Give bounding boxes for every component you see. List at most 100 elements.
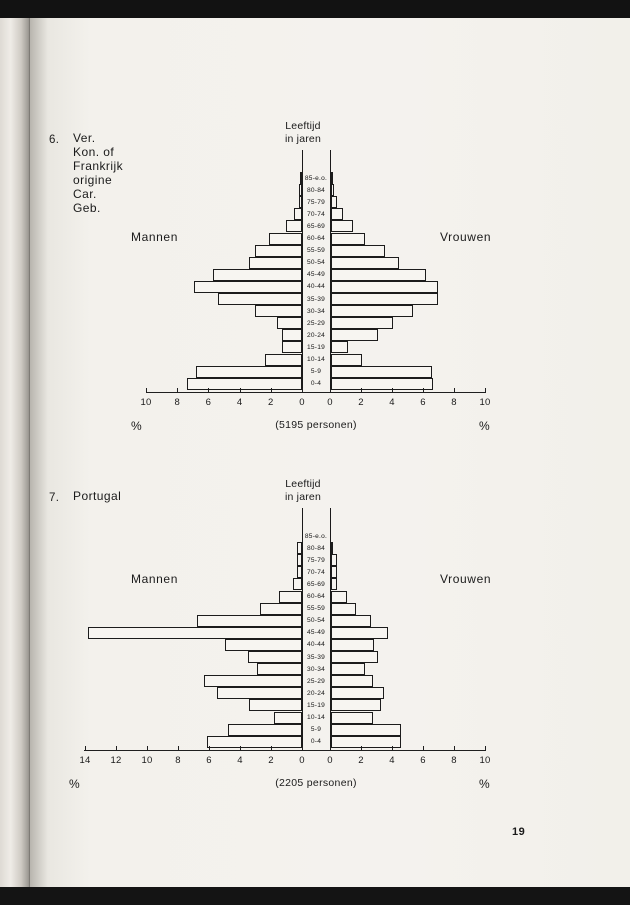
x-tick-label: 2 [268, 397, 274, 408]
figure-6-axis-header-line2: in jaren [284, 133, 322, 145]
x-tick-label: 0 [327, 397, 333, 408]
x-tick-label: 4 [237, 755, 243, 766]
age-group-label: 20-24 [306, 689, 326, 697]
bar-mannen [281, 341, 302, 354]
bar-mannen [217, 293, 302, 306]
x-tick [330, 746, 331, 751]
bar-mannen [257, 663, 302, 676]
age-group-label: 30-34 [306, 665, 326, 673]
age-group-label: 45-49 [306, 271, 326, 279]
age-group-label: 10-14 [306, 714, 326, 722]
x-tick [485, 746, 486, 751]
bar-mannen [297, 542, 302, 555]
bar-vrouwen [331, 638, 375, 651]
x-tick-label: 8 [451, 755, 457, 766]
bar-mannen [260, 602, 302, 615]
age-group-label: 15-19 [306, 701, 326, 709]
x-tick [454, 388, 455, 393]
bar-vrouwen [331, 735, 401, 748]
age-group-label: 25-29 [306, 319, 326, 327]
x-tick [116, 746, 117, 751]
x-tick-label: 0 [327, 755, 333, 766]
x-tick [361, 388, 362, 393]
figure-7-unit-right: % [479, 777, 490, 791]
bar-mannen [292, 578, 302, 591]
bar-vrouwen [331, 280, 438, 293]
bar-mannen [194, 280, 302, 293]
figure-6-axis-header-line1: Leeftijd [285, 120, 321, 132]
bar-vrouwen [331, 329, 378, 342]
bar-vrouwen [331, 602, 356, 615]
x-tick-label: 2 [268, 755, 274, 766]
bar-vrouwen [331, 172, 333, 185]
x-tick-label: 2 [358, 755, 364, 766]
bar-vrouwen [331, 317, 393, 330]
x-tick-label: 4 [389, 755, 395, 766]
x-tick [178, 746, 179, 751]
age-group-label: 50-54 [306, 259, 326, 267]
age-group-label: 35-39 [306, 653, 326, 661]
bar-vrouwen [331, 353, 362, 366]
bar-mannen [255, 305, 302, 318]
x-tick [302, 388, 303, 393]
x-tick [361, 746, 362, 751]
figure-6-unit-right: % [479, 419, 490, 433]
bar-vrouwen [331, 554, 338, 567]
bar-vrouwen [331, 578, 338, 591]
bar-mannen [216, 687, 302, 700]
bar-mannen [286, 220, 302, 233]
x-tick [423, 746, 424, 751]
figure-6-x-axis [146, 392, 485, 393]
bar-mannen [300, 172, 303, 185]
x-tick [330, 388, 331, 393]
scan-bottom-shadow [0, 887, 630, 905]
bar-vrouwen [331, 365, 432, 378]
bar-vrouwen [331, 305, 414, 318]
bar-vrouwen [331, 256, 400, 269]
figure-6-number: 6. [49, 134, 60, 146]
bar-mannen [269, 232, 302, 245]
x-tick-label: 6 [420, 755, 426, 766]
bar-mannen [277, 317, 302, 330]
bar-mannen [278, 590, 302, 603]
book-page-edge [0, 18, 30, 887]
x-tick [423, 388, 424, 393]
bar-mannen [297, 554, 302, 567]
age-group-label: 60-64 [306, 235, 326, 243]
bar-mannen [248, 256, 302, 269]
figure-7-label-vrouwen: Vrouwen [440, 572, 492, 586]
bar-mannen [294, 208, 302, 221]
age-group-label: 5-9 [310, 726, 322, 734]
bar-vrouwen [331, 663, 366, 676]
bar-mannen [186, 377, 302, 390]
bar-vrouwen [331, 196, 338, 209]
bar-mannen [281, 329, 302, 342]
age-group-label: 55-59 [306, 605, 326, 613]
x-tick-label: 6 [420, 397, 426, 408]
figure-6-title: Ver. Kon. of Frankrijk origine Car. Geb. [73, 131, 124, 215]
figure-7-axis-header-line2: in jaren [284, 491, 322, 503]
x-tick-label: 6 [205, 397, 212, 408]
x-tick [271, 746, 272, 751]
scan-top-shadow [0, 0, 630, 20]
x-tick [85, 746, 86, 751]
figure-7-title: Portugal [73, 489, 122, 503]
x-tick-label: 8 [175, 755, 181, 766]
bar-mannen [249, 699, 302, 712]
bar-vrouwen [331, 675, 373, 688]
x-tick-label: 14 [79, 755, 91, 766]
bar-vrouwen [331, 566, 338, 579]
age-group-label: 60-64 [306, 593, 326, 601]
figure-6-unit-left: % [131, 419, 142, 433]
bar-vrouwen [331, 687, 384, 700]
x-tick [209, 746, 210, 751]
page-number: 19 [512, 826, 526, 838]
x-tick [240, 746, 241, 751]
x-tick [392, 388, 393, 393]
x-tick [392, 746, 393, 751]
age-group-label: 0-4 [310, 380, 322, 388]
age-group-label: 0-4 [310, 738, 322, 746]
bar-vrouwen [331, 184, 335, 197]
age-group-label: 40-44 [306, 641, 326, 649]
x-tick-label: 12 [110, 755, 122, 766]
